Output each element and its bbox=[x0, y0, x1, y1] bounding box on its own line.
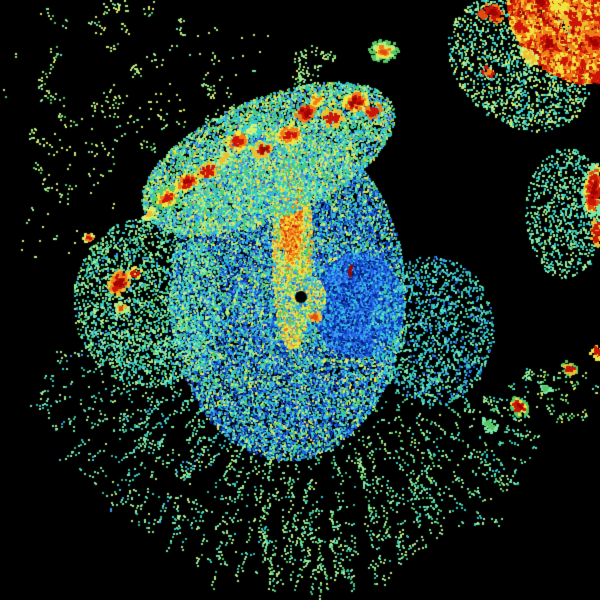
radar-reflectivity-image bbox=[0, 0, 600, 600]
radar-display bbox=[0, 0, 600, 600]
